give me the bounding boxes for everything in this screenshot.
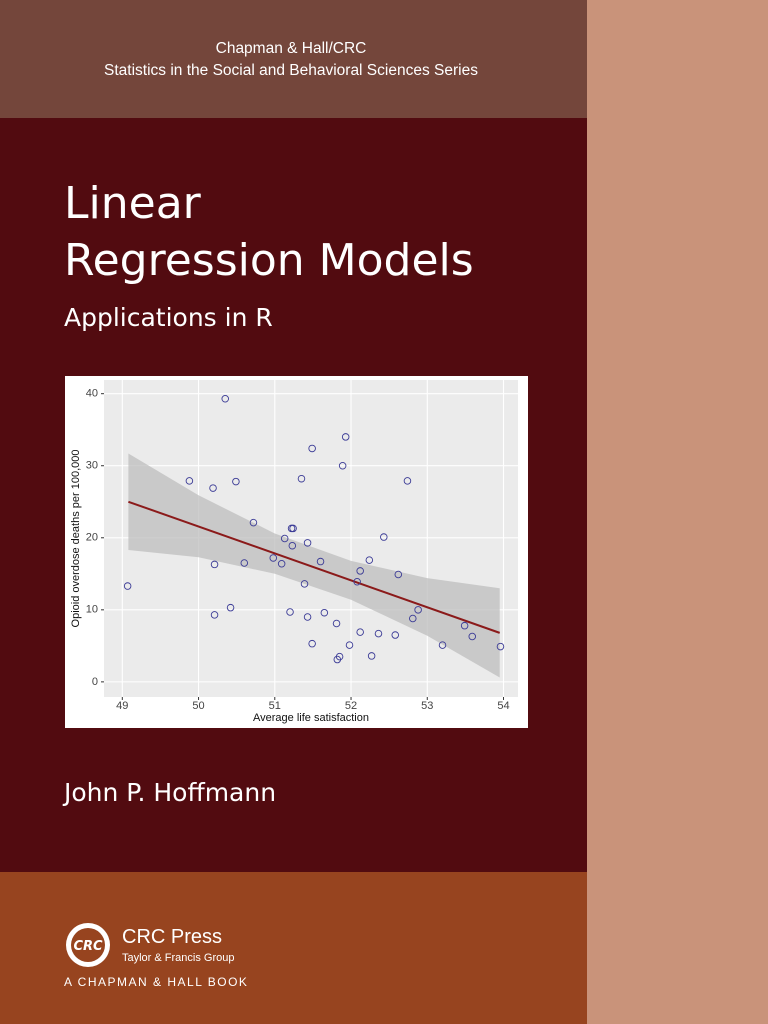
- data-point: [345, 641, 354, 649]
- y-tick-label: 40: [86, 388, 98, 400]
- data-point: [391, 631, 399, 639]
- data-point: [210, 611, 219, 619]
- x-axis-title: Average life satisfaction: [253, 712, 369, 724]
- data-point: [367, 652, 376, 660]
- data-point: [374, 629, 383, 638]
- data-point: [316, 557, 325, 566]
- data-point: [123, 582, 132, 590]
- y-tick-label: 0: [92, 676, 98, 688]
- x-tick-label: 54: [497, 700, 509, 712]
- chart: 0 10 20 30 40 49 50 51 52 53 54 Average life satisf…: [70, 380, 518, 724]
- data-point: [341, 433, 350, 441]
- confidence-band: [128, 453, 500, 678]
- data-point: [209, 484, 217, 492]
- data-point: [185, 477, 194, 485]
- x-tick-label: 53: [421, 700, 433, 712]
- data-point: [303, 539, 312, 547]
- data-point: [300, 580, 309, 588]
- data-point: [249, 518, 258, 527]
- data-point: [332, 619, 341, 628]
- data-point: [289, 524, 297, 533]
- data-point: [468, 632, 477, 641]
- fit-line: [128, 500, 501, 634]
- data-point: [338, 461, 347, 470]
- publisher-name: CRC Press: [122, 926, 222, 948]
- author: John P. Hoffmann: [62, 778, 276, 807]
- y-axis-title: Opioid overdose deaths per 100,000: [70, 450, 82, 628]
- header-band: [0, 0, 587, 118]
- data-point: [280, 534, 289, 543]
- data-point: [335, 652, 344, 661]
- series-name: Chapman & Hall/CRC: [216, 40, 367, 57]
- y-tick-label: 30: [86, 460, 98, 472]
- series-name: Statistics in the Social and Behavioral …: [104, 62, 478, 79]
- logo-text: CRC: [73, 939, 103, 954]
- x-tick-label: 49: [116, 700, 128, 712]
- data-point: [320, 608, 329, 617]
- data-point: [240, 559, 249, 567]
- data-point: [356, 567, 364, 575]
- data-point: [210, 560, 219, 569]
- data-point: [297, 474, 306, 483]
- title: Linear: [64, 178, 202, 229]
- data-point: [308, 639, 316, 648]
- data-point: [221, 394, 229, 403]
- x-tick-label: 51: [269, 700, 281, 712]
- data-point: [394, 570, 403, 579]
- data-point: [286, 608, 294, 616]
- y-tick-label: 10: [86, 604, 98, 616]
- data-point: [460, 621, 469, 630]
- data-point: [226, 603, 235, 612]
- imprint: A CHAPMAN & HALL BOOK: [64, 975, 248, 989]
- y-tick-label: 20: [86, 532, 98, 544]
- data-point: [438, 641, 447, 649]
- x-tick-label: 52: [345, 700, 357, 712]
- data-point: [496, 642, 505, 651]
- data-point: [308, 444, 316, 453]
- subtitle: Applications in R: [64, 303, 273, 332]
- data-point: [269, 554, 278, 562]
- data-point: [232, 477, 240, 486]
- data-point: [365, 556, 374, 564]
- data-point: [403, 477, 412, 485]
- logo-inner: [71, 928, 105, 962]
- data-point: [409, 614, 417, 623]
- data-point: [414, 606, 422, 614]
- x-tick-label: 50: [192, 700, 204, 712]
- publisher-group: Taylor & Francis Group: [122, 952, 234, 964]
- data-point: [303, 613, 312, 621]
- data-point: [288, 541, 297, 550]
- data-point: [356, 628, 364, 636]
- title: Regression Models: [64, 235, 474, 286]
- data-point: [380, 533, 388, 541]
- data-point: [277, 559, 286, 568]
- data-point: [353, 577, 361, 586]
